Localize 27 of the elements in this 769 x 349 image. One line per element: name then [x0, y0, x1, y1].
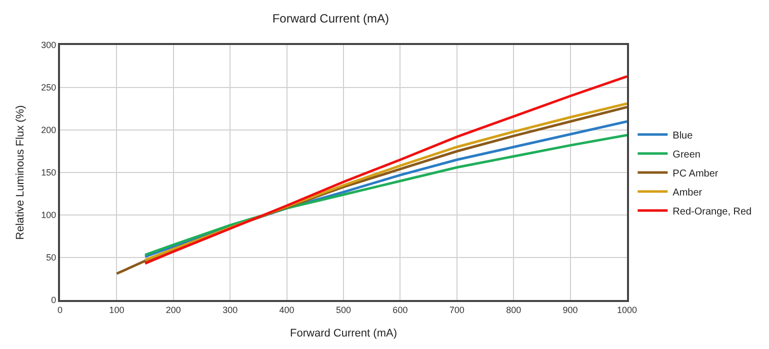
legend-label: PC Amber — [672, 168, 719, 180]
x-axis-title: Forward Current (mA) — [290, 328, 397, 340]
y-tick-label: 250 — [41, 82, 56, 93]
x-tick-label: 700 — [449, 304, 464, 315]
chart-title: Forward Current (mA) — [272, 11, 390, 26]
y-tick-label: 150 — [41, 168, 56, 178]
x-tick-label: 0 — [57, 304, 63, 315]
x-tick-label: 400 — [279, 304, 294, 315]
x-tick-label: 900 — [562, 304, 578, 315]
y-axis-title: Relative Luminous Flux (%) — [14, 105, 26, 240]
legend-label: Blue — [672, 130, 694, 142]
legend-label: Red-Orange, Red — [672, 206, 752, 218]
legend-label: Green — [672, 149, 700, 160]
y-tick-label: 200 — [41, 125, 56, 136]
y-tick-label: 100 — [41, 210, 56, 220]
y-tick-label: 300 — [41, 40, 56, 50]
x-tick-label: 100 — [109, 304, 124, 315]
x-tick-label: 200 — [166, 304, 181, 315]
x-tick-label: 1000 — [616, 304, 638, 315]
y-tick-label: 50 — [46, 252, 56, 263]
line-series — [144, 75, 627, 265]
x-tick-label: 300 — [222, 304, 238, 315]
x-tick-label: 800 — [506, 304, 522, 315]
legend-label: Amber — [672, 187, 703, 198]
y-tick-label: 0 — [51, 295, 56, 306]
x-tick-label: 600 — [392, 304, 408, 315]
x-tick-label: 500 — [336, 304, 352, 315]
